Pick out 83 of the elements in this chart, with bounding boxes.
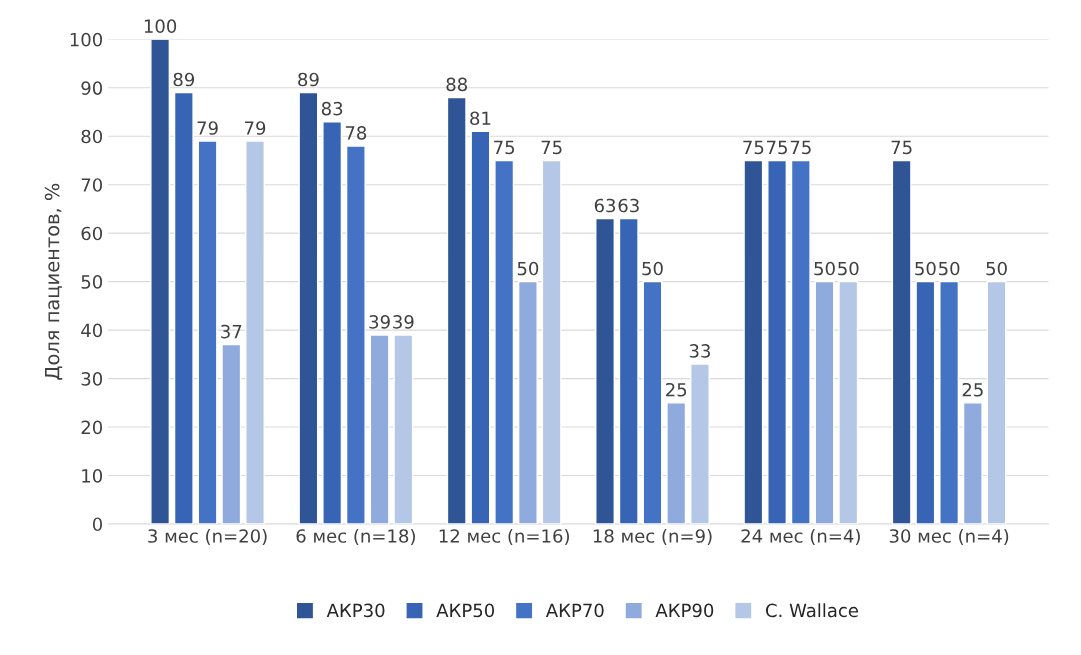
data-label: 50 [939,261,960,276]
y-tick-label: 80 [81,129,103,144]
y-tick-label: 0 [92,517,103,532]
bar [393,334,414,524]
data-label: 63 [594,198,616,213]
bar [345,145,366,524]
bar [221,343,242,524]
bar [541,159,562,524]
bar [298,91,319,524]
data-label: 37 [221,324,242,339]
legend-label: АКР30 [326,603,385,618]
bar [814,280,835,524]
bar [915,280,936,524]
data-label: 39 [369,315,390,329]
bar [618,217,639,524]
data-label: 79 [197,121,218,135]
data-label: 75 [767,140,787,155]
y-tick-label: 60 [81,226,103,241]
bar [986,280,1007,524]
y-tick-label: 100 [70,32,103,47]
y-tick-label: 20 [81,420,103,435]
data-label: 83 [321,101,343,116]
bar [891,159,912,524]
data-label: 75 [790,140,811,155]
legend-label: АКР90 [655,603,714,618]
data-label: 50 [838,261,859,276]
data-label: 89 [173,72,195,87]
bar [939,280,960,524]
data-label: 50 [986,261,1007,276]
bar [494,159,515,524]
bar [595,217,615,524]
bar [838,280,859,524]
bar [446,96,467,524]
x-tick-label: 24 мес (n=4) [741,528,860,545]
bar [197,140,218,524]
data-label: 78 [345,126,367,140]
bar [150,39,171,524]
y-tick-label: 70 [81,178,103,192]
data-label: 75 [743,140,764,155]
bar [173,91,194,524]
x-tick-label: 3 мес (n=20) [148,528,267,545]
data-label: 50 [915,261,936,276]
bar [369,334,390,524]
data-label: 25 [962,382,983,397]
data-label: 63 [618,198,639,213]
bar [689,363,710,524]
x-tick-label: 6 мес (n=18) [296,528,415,545]
y-tick-label: 40 [81,323,103,338]
bar [642,280,663,524]
data-label: 75 [494,140,515,155]
data-label: 33 [689,344,710,358]
data-label: 79 [245,121,266,135]
data-label: 75 [891,140,912,155]
x-tick-label: 18 мес (n=9) [593,528,712,545]
bar [743,159,764,524]
x-tick-label: 30 мес (n=4) [889,528,1009,545]
legend-label: АКР50 [436,603,495,618]
y-tick-label: 90 [81,81,103,95]
bar [666,402,687,524]
y-axis-title: Доля пациентов, % [44,183,63,380]
legend-label: АКР70 [545,603,604,618]
legend-label: C. Wallace [765,603,858,618]
x-tick-label: 12 мес (n=16) [439,528,569,545]
data-label: 89 [298,72,319,87]
bar [517,280,538,524]
y-tick-label: 30 [81,372,103,386]
bar [962,402,983,524]
y-tick-label: 50 [81,275,103,289]
bar [767,159,788,524]
data-label: 88 [446,77,467,92]
data-label: 100 [144,19,177,34]
data-label: 50 [642,261,663,276]
bar [322,121,343,524]
bar [790,159,811,524]
bar [245,140,265,524]
bar [470,130,491,524]
data-label: 75 [541,140,562,155]
data-label: 81 [470,111,491,126]
data-label: 25 [666,382,687,397]
data-label: 39 [393,315,414,329]
y-tick-label: 10 [82,468,103,483]
data-label: 50 [814,261,835,276]
data-label: 50 [517,261,539,276]
